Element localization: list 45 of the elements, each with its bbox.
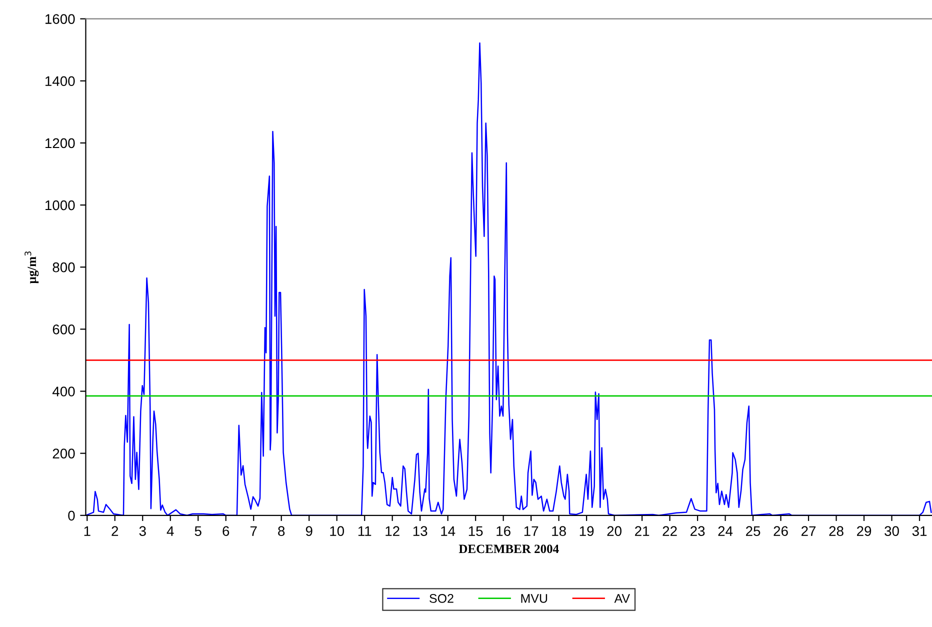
x-tick-label: 27: [802, 526, 816, 536]
x-axis-title: DECEMBER 2004: [458, 544, 559, 554]
y-tick-label: 400: [52, 386, 75, 396]
x-tick-label: 10: [330, 526, 344, 536]
x-tick-label: 13: [413, 526, 428, 536]
x-tick-label: 12: [386, 526, 400, 536]
x-tick-label: 1: [84, 526, 90, 536]
x-tick-label: 4: [166, 526, 174, 536]
legend-label: MVU: [521, 594, 548, 603]
x-tick-label: 30: [884, 526, 899, 536]
x-tick-label: 9: [306, 526, 312, 536]
y-axis-title: µg/m$^{3}$: [24, 251, 39, 284]
x-tick-label: 23: [690, 526, 705, 536]
x-tick-label: 16: [496, 526, 510, 536]
x-tick-label: 28: [829, 526, 844, 536]
x-tick-label: 19: [580, 526, 594, 536]
x-tick-label: 29: [856, 526, 872, 536]
legend-label: SO2: [430, 594, 454, 603]
x-tick-label: 3: [139, 526, 146, 536]
x-tick-label: 17: [524, 526, 538, 536]
x-tick-label: 22: [662, 526, 677, 536]
x-tick-label: 18: [552, 526, 566, 536]
x-tick-label: 5: [194, 526, 202, 536]
y-tick-label: 1600: [45, 14, 75, 24]
x-tick-label: 24: [718, 526, 733, 536]
x-tick-label: 21: [635, 526, 650, 536]
x-tick-label: 2: [112, 526, 118, 536]
y-tick-label: 200: [52, 448, 75, 458]
x-tick-label: 14: [441, 526, 456, 536]
x-tick-label: 15: [468, 526, 483, 536]
y-tick-label: 0: [68, 510, 75, 521]
y-tick-label: 1400: [45, 76, 75, 86]
x-tick-label: 26: [774, 526, 788, 536]
x-tick-label: 20: [607, 526, 622, 536]
y-tick-label: 600: [52, 324, 75, 334]
x-tick-label: 31: [912, 526, 927, 536]
x-tick-label: 8: [278, 526, 285, 536]
x-tick-label: 11: [358, 526, 372, 536]
x-tick-label: 7: [250, 526, 257, 536]
x-tick-label: 25: [746, 526, 760, 536]
y-tick-label: 1200: [45, 138, 75, 148]
legend-label: AV: [614, 594, 630, 603]
y-tick-label: 1000: [45, 200, 75, 210]
x-tick-label: 6: [222, 526, 230, 536]
y-tick-label: 800: [52, 262, 75, 272]
